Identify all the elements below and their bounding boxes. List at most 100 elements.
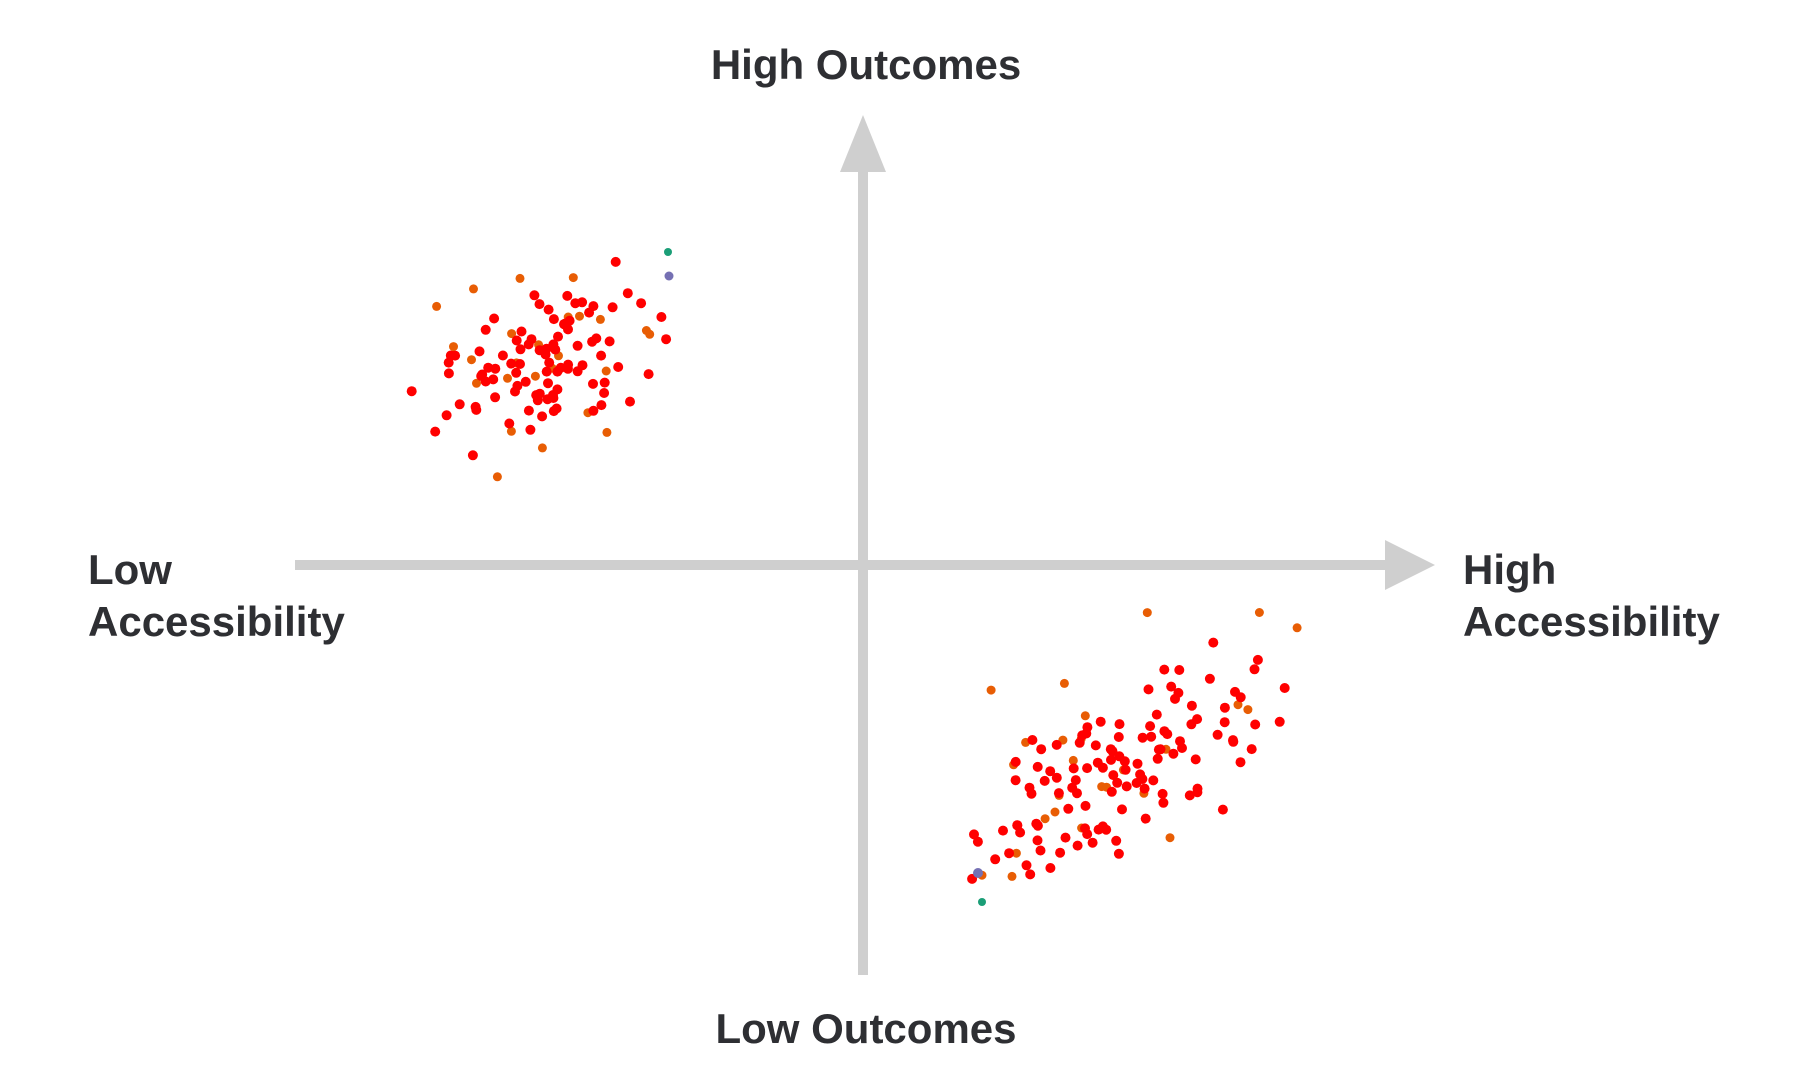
scatter-point-teal bbox=[664, 248, 672, 256]
scatter-point-red bbox=[1112, 777, 1123, 788]
scatter-point-red bbox=[1235, 757, 1246, 768]
scatter-point-red bbox=[607, 302, 618, 313]
scatter-point-red bbox=[1146, 731, 1157, 742]
scatter-point-red bbox=[1174, 665, 1185, 675]
scatter-point-red bbox=[1055, 847, 1066, 858]
scatter-point-red bbox=[543, 304, 554, 315]
scatter-point-red bbox=[1219, 717, 1230, 728]
scatter-point-red bbox=[562, 290, 573, 301]
scatter-point-red bbox=[1250, 719, 1261, 730]
scatter-point-orange bbox=[492, 472, 502, 482]
scatter-point-red bbox=[430, 426, 441, 437]
scatter-point-red bbox=[548, 390, 558, 400]
scatter-point-red bbox=[572, 366, 583, 377]
scatter-point-red bbox=[1274, 716, 1285, 727]
scatter-point-purple bbox=[973, 868, 983, 878]
scatter-point-red bbox=[1208, 637, 1219, 648]
scatter-point-orange bbox=[515, 273, 525, 283]
scatter-point-red bbox=[1101, 824, 1112, 835]
scatter-point-red bbox=[1032, 761, 1043, 772]
label-low-outcomes: Low Outcomes bbox=[715, 1005, 1016, 1052]
scatter-point-red bbox=[1092, 757, 1103, 768]
scatter-point-red bbox=[661, 334, 672, 345]
scatter-point-red bbox=[1192, 787, 1203, 798]
scatter-point-red bbox=[643, 369, 654, 380]
scatter-point-red bbox=[488, 374, 499, 385]
scatter-point-orange bbox=[595, 314, 605, 324]
scatter-point-red bbox=[511, 367, 522, 378]
scatter-point-purple bbox=[664, 271, 674, 281]
scatter-point-red bbox=[534, 299, 545, 310]
scatter-point-red bbox=[1246, 744, 1257, 755]
scatter-point-orange bbox=[1011, 848, 1021, 858]
scatter-point-red bbox=[1068, 763, 1079, 774]
scatter-point-red bbox=[1063, 803, 1074, 814]
scatter-point-red bbox=[504, 418, 515, 429]
horizontal-axis-arrowhead bbox=[1385, 540, 1435, 590]
scatter-point-orange bbox=[986, 685, 996, 695]
scatter-point-red bbox=[1113, 732, 1124, 742]
scatter-point-red bbox=[1159, 664, 1170, 675]
scatter-point-red bbox=[476, 371, 487, 381]
scatter-point-teal bbox=[978, 898, 986, 906]
scatter-point-orange bbox=[1068, 755, 1078, 765]
scatter-point-red bbox=[613, 362, 624, 372]
scatter-point-red bbox=[1132, 758, 1143, 769]
scatter-point-red bbox=[599, 377, 610, 388]
scatter-point-orange bbox=[568, 273, 578, 283]
scatter-point-red bbox=[636, 298, 647, 309]
scatter-point-red bbox=[1027, 735, 1038, 745]
scatter-point-red bbox=[604, 336, 615, 347]
scatter-point-red bbox=[1137, 732, 1148, 743]
scatter-point-red bbox=[1155, 744, 1166, 755]
scatter-point-red bbox=[572, 340, 583, 351]
scatter-point-red bbox=[591, 333, 602, 344]
scatter-point-orange bbox=[1142, 608, 1152, 618]
scatter-point-red bbox=[516, 326, 527, 337]
scatter-point-red bbox=[1035, 845, 1046, 856]
scatter-point-red bbox=[470, 401, 481, 412]
scatter-point-red bbox=[1087, 837, 1098, 848]
scatter-point-red bbox=[625, 396, 635, 407]
scatter-point-orange bbox=[472, 378, 481, 388]
scatter-point-red bbox=[483, 362, 494, 373]
scatter-point-orange bbox=[601, 366, 611, 376]
scatter-point-orange bbox=[530, 371, 540, 381]
scatter-point-red bbox=[596, 350, 607, 361]
scatter-point-red bbox=[1204, 673, 1215, 684]
scatter-point-red bbox=[552, 366, 563, 377]
scatter-point-orange bbox=[1040, 814, 1050, 824]
scatter-point-red bbox=[1279, 683, 1290, 693]
scatter-point-red bbox=[506, 358, 517, 369]
scatter-point-red bbox=[577, 297, 588, 308]
scatter-point-red bbox=[1249, 664, 1260, 675]
scatter-point-red bbox=[515, 359, 525, 369]
scatter-point-red bbox=[1186, 719, 1197, 730]
scatter-point-red bbox=[990, 854, 1001, 865]
scatter-point-red bbox=[1067, 782, 1078, 793]
scatter-point-red bbox=[1219, 702, 1230, 713]
scatter-point-red bbox=[1095, 716, 1106, 727]
scatter-point-red bbox=[588, 405, 599, 416]
scatter-point-red bbox=[1026, 788, 1037, 799]
scatter-point-red bbox=[1111, 835, 1122, 846]
scatter-point-orange bbox=[1254, 608, 1264, 617]
scatter-point-red bbox=[544, 357, 555, 368]
label-high-outcomes: High Outcomes bbox=[711, 41, 1021, 88]
scatter-point-red bbox=[998, 825, 1008, 836]
scatter-point-red bbox=[1166, 681, 1177, 692]
scatter-point-red bbox=[1186, 700, 1197, 711]
scatter-point-red bbox=[588, 378, 598, 389]
scatter-point-red bbox=[1212, 729, 1223, 740]
scatter-point-red bbox=[610, 256, 621, 267]
scatter-point-red bbox=[1168, 748, 1179, 759]
scatter-point-red bbox=[1190, 754, 1201, 765]
scatter-point-red bbox=[467, 450, 478, 461]
scatter-point-red bbox=[1145, 721, 1156, 732]
scatter-point-red bbox=[622, 288, 633, 299]
scatter-point-red bbox=[450, 350, 461, 361]
scatter-point-orange bbox=[575, 311, 584, 321]
scatter-point-red bbox=[1032, 835, 1043, 846]
scatter-point-red bbox=[596, 400, 607, 411]
scatter-cluster-top-left bbox=[406, 248, 674, 482]
